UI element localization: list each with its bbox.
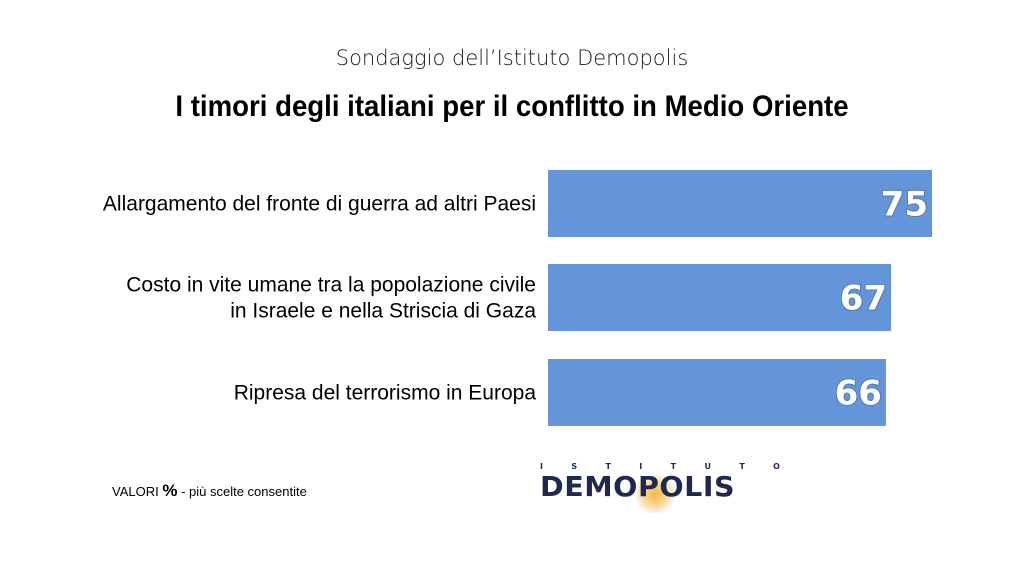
- footnote-percent: %: [162, 481, 178, 500]
- category-label: Allargamento del fronte di guerra ad alt…: [103, 193, 536, 216]
- bar-value-label: 66: [835, 374, 882, 414]
- logo-name: DEMOPOLIS: [540, 470, 736, 503]
- category-label: Costo in vite umane tra la popolazione c…: [126, 274, 536, 297]
- demopolis-logo: I S T I T U T O DEMOPOLIS: [540, 462, 785, 514]
- bar: [548, 264, 892, 331]
- logo-letter: S: [571, 462, 578, 471]
- logo-letter: I: [639, 462, 643, 471]
- bar-value-label: 75: [881, 185, 928, 225]
- category-label: in Israele e nella Striscia di Gaza: [230, 300, 536, 323]
- logo-letter: U: [704, 462, 711, 471]
- bar-value-label: 67: [840, 279, 887, 319]
- bar: [548, 359, 886, 426]
- chart-title: I timori degli italiani per il conflitto…: [175, 90, 849, 123]
- chart-subtitle: Sondaggio dell’Istituto Demopolis: [335, 46, 689, 70]
- logo-letter: I: [540, 462, 543, 471]
- footnote-suffix: - più scelte consentite: [177, 484, 307, 499]
- logo-letter: O: [773, 462, 780, 471]
- category-label: Ripresa del terrorismo in Europa: [234, 382, 537, 405]
- footnote: VALORI % - più scelte consentite: [112, 481, 307, 501]
- footnote-prefix: VALORI: [112, 484, 163, 499]
- logo-letter: T: [739, 462, 745, 471]
- bar: [548, 170, 932, 237]
- logo-letter: T: [670, 462, 677, 471]
- logo-glow: [633, 474, 677, 514]
- logo-letter: T: [605, 462, 611, 471]
